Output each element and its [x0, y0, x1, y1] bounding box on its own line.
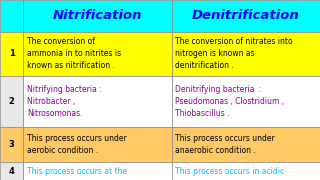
Bar	[0, 162, 23, 180]
Text: This process occurs at the: This process occurs at the	[27, 166, 127, 176]
Text: Nitrification: Nitrification	[52, 9, 142, 22]
Bar	[172, 31, 320, 76]
Text: This process occurs under
anaerobic condition .: This process occurs under anaerobic cond…	[175, 134, 275, 155]
Bar	[172, 162, 320, 180]
Bar	[23, 31, 172, 76]
Bar	[172, 0, 320, 31]
Text: The conversion of
ammonia in to nitrites is
known as nitrification .: The conversion of ammonia in to nitrites…	[27, 37, 121, 70]
Bar	[23, 0, 172, 31]
Bar	[0, 76, 23, 127]
Bar	[23, 76, 172, 127]
Bar	[0, 0, 23, 31]
Bar	[172, 127, 320, 162]
Text: Denitrifying bacteria  :
Pseudomonas , Clostridium ,
Thiobascillus .: Denitrifying bacteria : Pseudomonas , Cl…	[175, 85, 284, 118]
Bar	[23, 162, 172, 180]
Bar	[0, 31, 23, 76]
Text: 2: 2	[9, 97, 14, 106]
Text: 1: 1	[9, 49, 14, 58]
Text: The conversion of nitrates into
nitrogen is known as
denitrification .: The conversion of nitrates into nitrogen…	[175, 37, 293, 70]
Text: Denitrification: Denitrification	[192, 9, 300, 22]
Text: Nitrifying bacteria :
Nitrobacter ,
Nitrosomonas.: Nitrifying bacteria : Nitrobacter , Nitr…	[27, 85, 102, 118]
Bar	[23, 127, 172, 162]
Text: This process occurs in acidic: This process occurs in acidic	[175, 166, 284, 176]
Text: This process occurs under
aerobic condition .: This process occurs under aerobic condit…	[27, 134, 127, 155]
Text: 3: 3	[9, 140, 14, 149]
Bar	[0, 127, 23, 162]
Text: 4: 4	[9, 166, 14, 176]
Bar	[172, 76, 320, 127]
